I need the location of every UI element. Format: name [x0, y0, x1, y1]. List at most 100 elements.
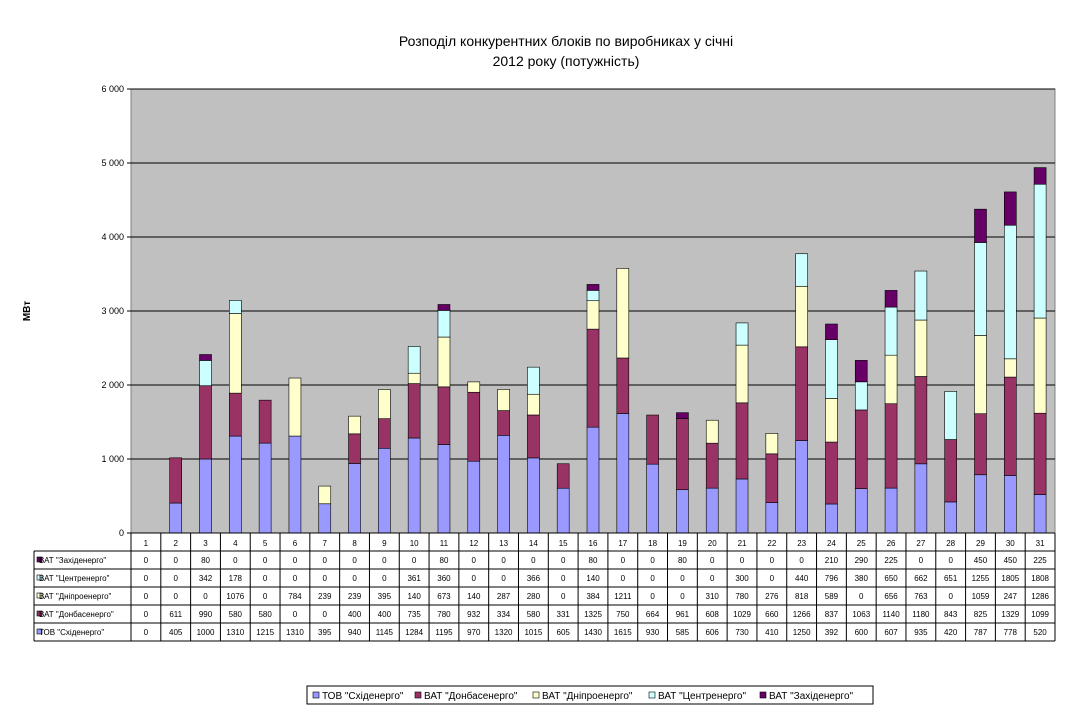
data-label: 608 — [706, 610, 720, 619]
bar-segment-1-day-2 — [169, 502, 183, 534]
bar-segment-4-day-21 — [735, 322, 749, 346]
table-legend-key — [36, 610, 43, 617]
data-label: 276 — [765, 592, 779, 601]
data-label: 0 — [323, 574, 328, 583]
data-label: 210 — [825, 556, 839, 565]
data-label: 1076 — [226, 592, 244, 601]
bar-segment-2-day-13 — [497, 410, 510, 436]
bar-segment-2-day-19 — [676, 418, 689, 491]
bar-segment-2-day-26 — [884, 403, 898, 489]
bar-segment-4-day-26 — [884, 306, 898, 356]
data-label: 990 — [199, 610, 213, 619]
bar-segment-1-day-31 — [1033, 494, 1047, 534]
table-legend-key — [36, 628, 43, 635]
data-label: 0 — [561, 556, 566, 565]
x-category-label: 27 — [916, 539, 925, 548]
bar-segment-3-day-17 — [616, 268, 630, 359]
x-category-label: 15 — [559, 539, 568, 548]
bar-segment-2-day-31 — [1033, 412, 1047, 495]
bar-segment-3-day-16 — [586, 300, 600, 330]
legend-box — [306, 685, 874, 705]
x-category-label: 1 — [144, 539, 149, 548]
bar-segment-3-day-8 — [348, 415, 361, 435]
bar-segment-5-day-11 — [437, 304, 451, 311]
data-label: 580 — [229, 610, 243, 619]
bar-segment-1-day-14 — [527, 457, 540, 534]
bar-segment-1-day-4 — [229, 435, 242, 534]
data-label: 0 — [173, 556, 178, 565]
bar-segment-3-day-6 — [288, 377, 302, 437]
bar-segment-2-day-21 — [735, 402, 749, 480]
bar-segment-2-day-30 — [1003, 376, 1017, 476]
data-label: 0 — [144, 628, 149, 637]
data-label: 247 — [1004, 592, 1018, 601]
data-label: 735 — [407, 610, 421, 619]
bar-segment-5-day-24 — [825, 323, 838, 340]
data-label: 0 — [770, 574, 775, 583]
bar-segment-1-day-27 — [914, 463, 928, 534]
data-label: 405 — [169, 628, 183, 637]
data-label: 0 — [323, 556, 328, 565]
bar-segment-3-day-24 — [825, 398, 838, 443]
y-tick-label: 1 000 — [101, 454, 124, 464]
data-label: 280 — [527, 592, 541, 601]
bar-segment-1-day-5 — [258, 442, 272, 534]
bar-segment-4-day-28 — [944, 391, 957, 440]
data-label: 0 — [710, 556, 715, 565]
data-label: 1615 — [614, 628, 632, 637]
data-label: 580 — [527, 610, 541, 619]
x-category-label: 28 — [946, 539, 955, 548]
bar-segment-3-day-7 — [318, 485, 332, 505]
data-label: 970 — [467, 628, 481, 637]
data-label: 0 — [948, 556, 953, 565]
data-label: 1430 — [584, 628, 602, 637]
x-category-label: 7 — [323, 539, 328, 548]
data-label: 140 — [407, 592, 421, 601]
data-label: 395 — [378, 592, 392, 601]
x-category-label: 22 — [767, 539, 776, 548]
data-label: 1325 — [584, 610, 602, 619]
x-category-label: 14 — [529, 539, 538, 548]
table-row-label: ВАТ "Донбасенерго" — [39, 610, 114, 619]
bar-segment-3-day-10 — [407, 372, 421, 384]
data-label: 940 — [348, 628, 362, 637]
bar-segment-4-day-16 — [586, 290, 600, 302]
data-label: 784 — [288, 592, 302, 601]
bar-segment-4-day-14 — [527, 366, 540, 395]
bar-segment-1-day-19 — [676, 489, 689, 534]
bar-segment-2-day-12 — [467, 391, 481, 462]
data-label: 589 — [825, 592, 839, 601]
data-label: 520 — [1033, 628, 1047, 637]
bar-segment-3-day-20 — [705, 419, 719, 444]
data-label: 0 — [561, 574, 566, 583]
bar-segment-4-day-23 — [795, 253, 808, 287]
data-label: 651 — [944, 574, 958, 583]
bar-segment-2-day-2 — [169, 457, 183, 504]
bar-segment-1-day-17 — [616, 413, 630, 534]
table-legend-key — [36, 556, 43, 563]
data-label: 843 — [944, 610, 958, 619]
data-label: 300 — [735, 574, 749, 583]
data-label: 0 — [621, 574, 626, 583]
x-category-label: 9 — [382, 539, 387, 548]
data-label: 1140 — [882, 610, 900, 619]
data-label: 0 — [919, 556, 924, 565]
chart-title-line-1: Розподіл конкурентних блоків по виробник… — [399, 33, 733, 49]
bar-segment-5-day-30 — [1003, 191, 1017, 226]
bar-segment-5-day-16 — [586, 284, 600, 291]
data-label: 0 — [203, 592, 208, 601]
table-legend-key — [36, 574, 43, 581]
data-label: 361 — [407, 574, 421, 583]
data-label: 0 — [352, 556, 357, 565]
data-label: 0 — [680, 592, 685, 601]
bar-segment-1-day-23 — [795, 440, 808, 534]
bar-segment-2-day-3 — [199, 385, 212, 460]
legend-entry-3: ВАТ "Дніпроенерго" — [542, 691, 633, 702]
data-label: 290 — [855, 556, 869, 565]
data-label: 818 — [795, 592, 809, 601]
data-label: 0 — [799, 556, 804, 565]
data-label: 334 — [497, 610, 511, 619]
data-label: 0 — [531, 556, 536, 565]
data-label: 1286 — [1031, 592, 1049, 601]
bar-segment-1-day-9 — [378, 447, 391, 534]
